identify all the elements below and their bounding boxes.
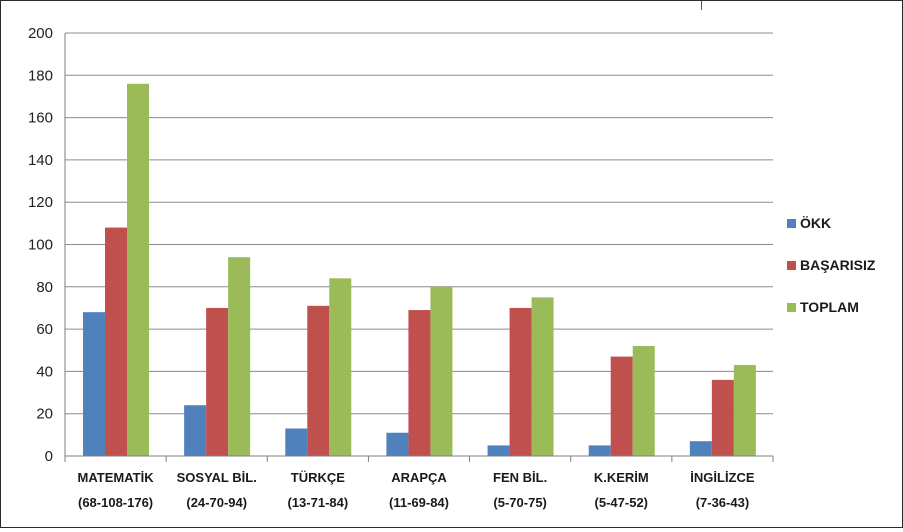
- bar: [487, 445, 510, 456]
- bar: [127, 83, 149, 456]
- legend: ÖKK BAŞARISIZ TOPLAM: [787, 215, 876, 315]
- bar: [733, 365, 756, 456]
- x-tick-label: ARAPÇA: [391, 470, 447, 485]
- legend-swatch: [787, 261, 796, 270]
- x-tick-label: İNGİLİZCE: [690, 470, 755, 485]
- bar: [184, 405, 207, 456]
- bars: [83, 83, 756, 456]
- y-tick-label: 40: [36, 363, 53, 380]
- y-tick-label: 100: [28, 237, 53, 254]
- x-tick-label: K.KERİM: [594, 470, 649, 485]
- bar: [588, 445, 611, 456]
- x-tick-sublabel: (11-69-84): [389, 495, 449, 510]
- legend-label: BAŞARISIZ: [800, 257, 876, 273]
- y-tick-label: 120: [28, 194, 53, 211]
- legend-label: TOPLAM: [800, 299, 859, 315]
- bar: [307, 305, 330, 456]
- y-tick-label: 160: [28, 110, 53, 127]
- y-tick-label: 80: [36, 279, 53, 296]
- legend-swatch: [787, 219, 796, 228]
- bar: [531, 297, 554, 456]
- x-tick-label: TÜRKÇE: [291, 470, 345, 485]
- bar: [83, 312, 105, 456]
- grid-lines: [65, 32, 773, 415]
- y-tick-label: 200: [28, 25, 53, 42]
- bar: [285, 428, 308, 456]
- bar: [329, 278, 352, 456]
- bar: [509, 307, 532, 456]
- y-tick-label: 20: [36, 406, 53, 423]
- x-tick-label: MATEMATİK: [78, 470, 155, 485]
- x-tick-sublabel: (7-36-43): [696, 495, 749, 510]
- x-tick-label: FEN BİL.: [493, 470, 547, 485]
- bar: [408, 310, 431, 456]
- legend-swatch: [787, 303, 796, 312]
- y-tick-label: 0: [45, 448, 53, 465]
- legend-label: ÖKK: [800, 215, 831, 231]
- bar: [632, 346, 655, 456]
- bar: [610, 356, 633, 456]
- y-tick-label: 140: [28, 152, 53, 169]
- x-tick-label: SOSYAL BİL.: [177, 470, 257, 485]
- x-tick-sublabel: (24-70-94): [186, 495, 247, 510]
- x-tick-sublabel: (5-70-75): [493, 495, 546, 510]
- x-tick-sublabel: (13-71-84): [288, 495, 349, 510]
- bar: [105, 227, 127, 456]
- bar: [386, 432, 409, 456]
- y-tick-label: 60: [36, 321, 53, 338]
- bar: [430, 286, 453, 456]
- bar: [689, 441, 712, 456]
- bar: [228, 257, 251, 456]
- axes: 0 20 40 60 80 100 120 140 160 180 200 MATEMATİK (68-…: [28, 25, 774, 510]
- corner-mark: [701, 1, 702, 10]
- x-tick-sublabel: (5-47-52): [595, 495, 648, 510]
- x-tick-sublabel: (68-108-176): [78, 495, 153, 510]
- bar: [711, 379, 734, 456]
- bar: [206, 307, 229, 456]
- y-tick-label: 180: [28, 67, 53, 84]
